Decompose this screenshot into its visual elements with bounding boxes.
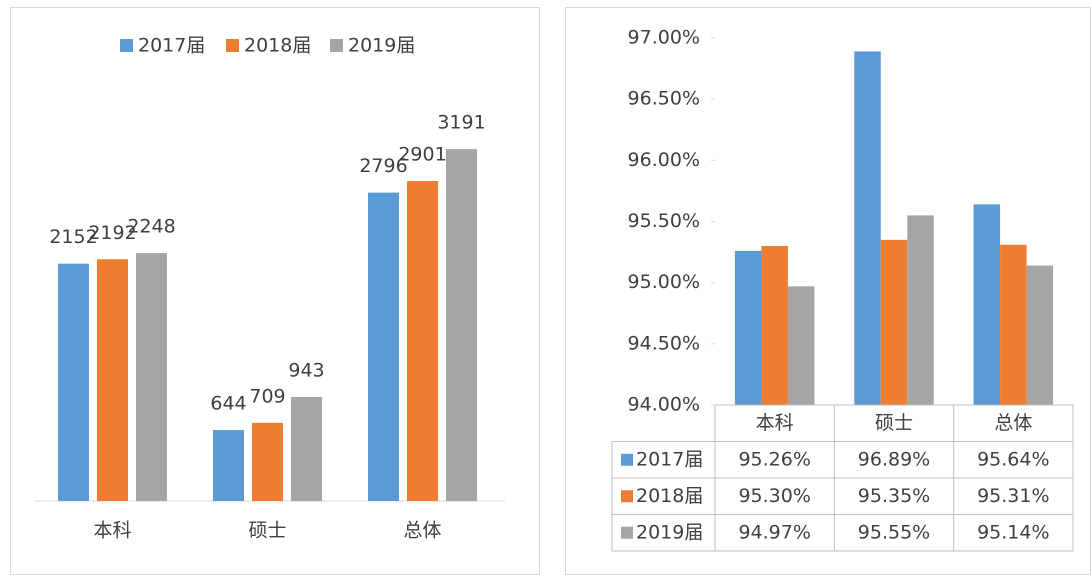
data-label: 3191 (437, 112, 485, 134)
table-cell: 95.30% (738, 485, 810, 507)
y-tick-label: 97.00% (628, 27, 700, 49)
bar (368, 192, 399, 501)
table-cell: 94.97% (738, 521, 810, 543)
legend-swatch (330, 39, 343, 52)
data-label: 2796 (359, 155, 407, 177)
y-tick-label: 96.50% (628, 88, 700, 110)
bar (1026, 265, 1054, 405)
bar (58, 263, 89, 501)
bar (880, 239, 908, 405)
table-cell: 95.14% (977, 521, 1049, 543)
data-label: 709 (249, 385, 285, 407)
y-tick-label: 96.00% (628, 149, 700, 171)
table-header: 硕士 (875, 412, 913, 434)
y-tick-label: 95.50% (628, 210, 700, 232)
table-header: 本科 (756, 412, 794, 434)
bar (446, 149, 477, 501)
bar (787, 286, 815, 405)
y-tick-label: 94.50% (628, 332, 700, 354)
legend-label: 2018届 (636, 485, 703, 507)
bar (907, 215, 934, 405)
bar (973, 204, 1001, 405)
table-header: 总体 (994, 412, 1032, 434)
data-label: 2152 (49, 226, 97, 248)
bar (761, 245, 788, 405)
data-label: 943 (288, 360, 324, 382)
y-tick-label: 95.00% (628, 271, 700, 293)
bar (252, 422, 283, 501)
x-tick-label: 硕士 (248, 520, 286, 542)
bar (213, 429, 244, 501)
table-cell: 95.64% (977, 448, 1049, 470)
legend-label: 2017届 (138, 35, 205, 57)
bar (97, 259, 128, 501)
data-label: 644 (210, 392, 246, 414)
data-label: 2248 (127, 216, 175, 238)
bar (854, 51, 881, 405)
legend-swatch (621, 490, 633, 503)
table-cell: 95.35% (858, 485, 930, 507)
legend-swatch (226, 39, 239, 52)
data-label: 2901 (398, 144, 446, 166)
x-tick-label: 总体 (403, 520, 441, 542)
bar (291, 397, 322, 501)
bar (136, 253, 167, 501)
table-cell: 95.31% (977, 485, 1049, 507)
bar (734, 250, 762, 405)
x-tick-label: 本科 (93, 520, 131, 542)
table-cell: 95.55% (858, 521, 930, 543)
legend-swatch (621, 453, 633, 466)
y-tick-label: 94.00% (628, 394, 700, 416)
legend-swatch (120, 39, 133, 52)
bar (1000, 244, 1027, 405)
legend-label: 2019届 (636, 521, 703, 543)
legend-label: 2019届 (348, 35, 415, 57)
bar (407, 181, 438, 501)
table-cell: 96.89% (858, 448, 930, 470)
table-cell: 95.26% (738, 448, 810, 470)
legend-label: 2017届 (636, 448, 703, 470)
legend-swatch (621, 526, 633, 539)
data-label: 2192 (88, 222, 136, 244)
legend-label: 2018届 (244, 35, 311, 57)
